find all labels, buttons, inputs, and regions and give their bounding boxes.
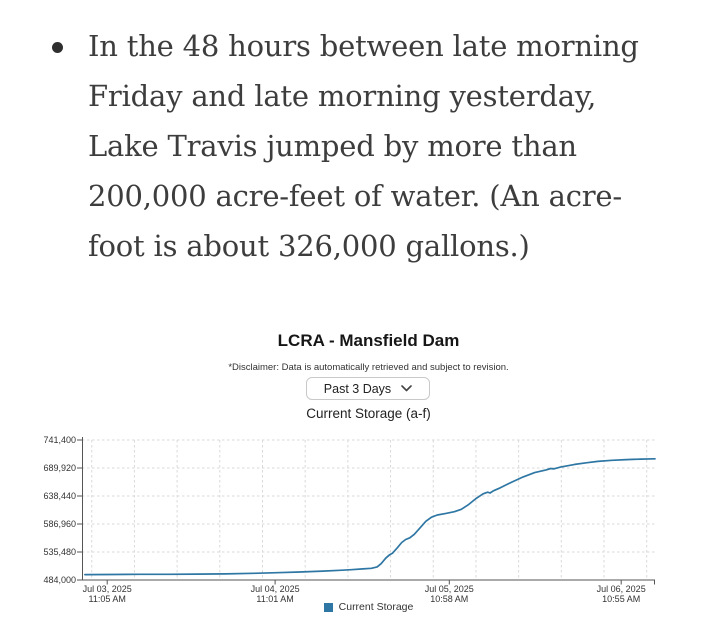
- x-axis-label: Jul 05, 2025 10:58 AM: [424, 584, 474, 604]
- legend-swatch: [323, 602, 333, 612]
- chevron-down-icon: [401, 385, 412, 392]
- bullet-marker: [52, 42, 63, 53]
- legend-item-current-storage[interactable]: Current Storage: [323, 601, 414, 613]
- y-axis-label: 638,440: [43, 490, 76, 501]
- chart-legend: Current Storage: [82, 601, 655, 613]
- plot-area[interactable]: [77, 437, 656, 589]
- y-axis-label: 484,000: [43, 574, 76, 585]
- bullet-text: In the 48 hours between late morning Fri…: [88, 29, 639, 263]
- chart-widget-title: LCRA - Mansfield Dam: [277, 331, 460, 350]
- chart-subtitle: Current Storage (a-f): [306, 406, 431, 421]
- x-axis-label: Jul 03, 2025 11:05 AM: [82, 584, 132, 604]
- range-selector-dropdown[interactable]: Past 3 Days: [306, 377, 430, 400]
- y-axis-label: 535,480: [43, 546, 76, 557]
- range-selector-value: Past 3 Days: [323, 381, 392, 396]
- y-axis-label: 586,960: [43, 518, 76, 529]
- y-axis-label: 741,400: [43, 434, 76, 445]
- y-axis-label: 689,920: [43, 462, 76, 473]
- disclaimer-text: *Disclaimer: Data is automatically retri…: [228, 362, 509, 373]
- data-line-current-storage[interactable]: [84, 457, 656, 576]
- legend-label: Current Storage: [338, 601, 414, 613]
- x-axis-label: Jul 06, 2025 10:55 AM: [596, 584, 646, 604]
- x-axis-label: Jul 04, 2025 11:01 AM: [250, 584, 300, 604]
